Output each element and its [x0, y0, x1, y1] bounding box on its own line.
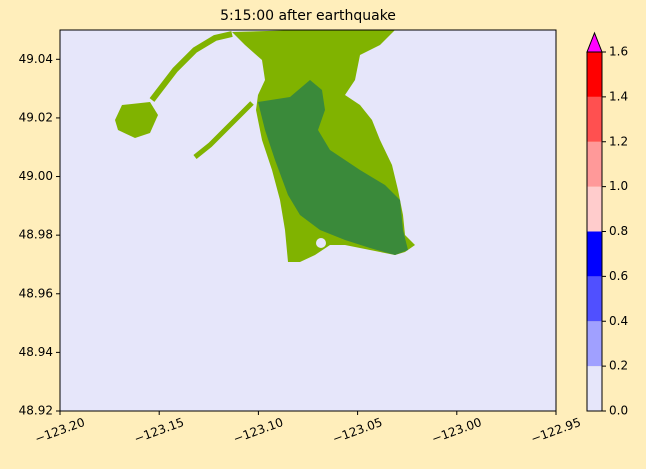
pond	[316, 238, 326, 248]
chart-title: 5:15:00 after earthquake	[220, 8, 396, 24]
colorbar-segment	[587, 321, 602, 367]
y-tick-label: 49.00	[19, 169, 53, 183]
y-tick-label: 48.94	[19, 345, 53, 359]
y-tick-label: 48.92	[19, 404, 53, 418]
colorbar-segment	[587, 276, 602, 322]
colorbar-segment	[587, 52, 602, 97]
colorbar-tick-label: 0.2	[609, 359, 628, 373]
colorbar-tick-label: 0.6	[609, 269, 628, 283]
colorbar-tick-label: 1.0	[609, 179, 628, 193]
colorbar-tick-label: 1.2	[609, 134, 628, 148]
y-tick-label: 49.02	[19, 110, 53, 124]
colorbar-tick-label: 0.0	[609, 404, 628, 418]
y-tick-label: 49.04	[19, 52, 53, 66]
colorbar-segment	[587, 366, 602, 411]
deep-flood	[258, 80, 408, 255]
plot-frame	[59, 29, 557, 412]
colorbar-segment	[587, 141, 602, 187]
colorbar-tick-label: 1.4	[609, 89, 628, 103]
colorbar-tick-label: 0.8	[609, 224, 628, 238]
spit	[193, 101, 254, 159]
colorbar-tick-label: 1.6	[609, 45, 628, 59]
island	[115, 102, 158, 138]
colorbar-segment	[587, 186, 602, 232]
y-tick-label: 48.98	[19, 228, 53, 242]
colorbar-segment	[587, 231, 602, 277]
colorbar-tick-label: 0.4	[609, 314, 628, 328]
spit	[149, 31, 233, 102]
y-tick-label: 48.96	[19, 286, 53, 300]
land	[115, 30, 415, 262]
colorbar-segment	[587, 96, 602, 142]
